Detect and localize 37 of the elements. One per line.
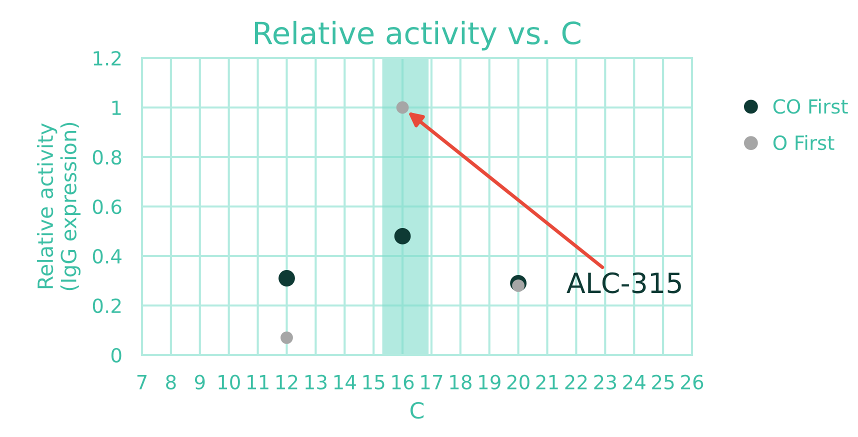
x-tick-label: 9 [194,374,205,390]
legend-label: O First [773,135,834,150]
y-tick-label: 1.2 [94,50,121,66]
y-tick-label: 0.2 [92,298,121,314]
x-tick-label: 19 [479,374,500,390]
x-tick-label: 22 [565,374,587,390]
x-tick-label: 8 [166,374,176,390]
x-tick-label: 14 [334,375,356,390]
x-tick-label: 12 [276,374,298,390]
x-tick-label: 10 [218,374,240,390]
x-tick-label: 23 [594,374,616,390]
x-tick-label: 20 [507,374,530,390]
y-tick-label: 0.8 [92,150,122,165]
x-tick-label: 18 [450,374,472,390]
x-tick-label: 25 [652,374,674,390]
x-tick-label: 21 [536,374,558,390]
y-tick-label: 0.6 [92,199,122,214]
y-tick-label: 0.4 [92,248,122,264]
y-axis-title: Relative activity (IgG expression) [37,122,81,290]
legend-label: CO First [773,98,848,114]
x-tick-label: 17 [421,375,442,390]
point [396,101,409,114]
x-tick-label: 26 [681,374,704,390]
annotation: ALC-315 [566,272,681,294]
x-tick-label: 11 [248,375,268,390]
x-axis-title: C [410,402,424,419]
y-tick-label: 0 [111,348,122,363]
point [280,331,293,344]
x-tick-label: 7 [137,375,147,390]
x-tick-label: 15 [363,375,384,390]
x-tick-label: 24 [623,374,646,390]
point [394,228,411,244]
y-tick-label: 1 [112,100,121,115]
chart-title: Relative activity vs. C [254,20,580,50]
point [278,270,295,286]
x-tick-label: 13 [305,374,326,390]
x-tick-label: 16 [392,374,414,390]
